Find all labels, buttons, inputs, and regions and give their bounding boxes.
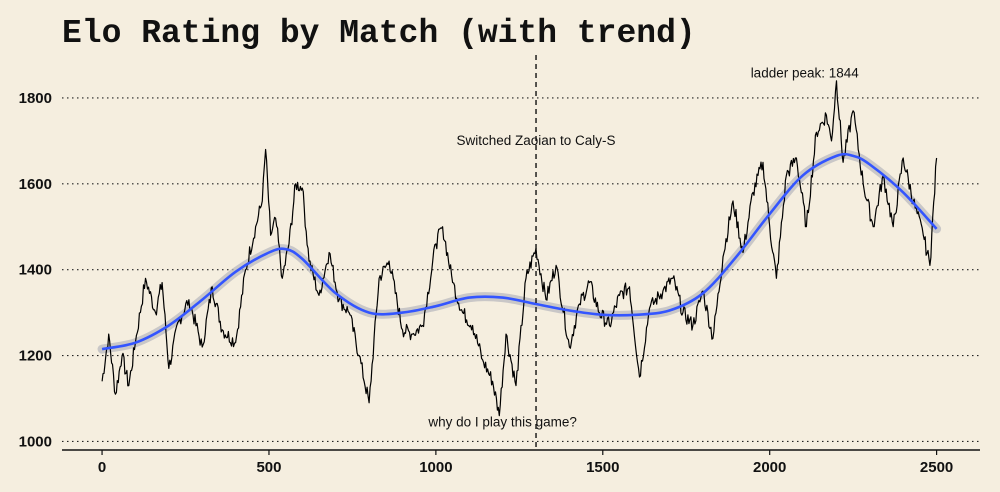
x-tick-label: 1000 — [419, 459, 452, 476]
y-tick-label: 1800 — [19, 90, 52, 107]
rating-line — [101, 80, 938, 417]
grid — [62, 97, 980, 443]
rating-line-group — [101, 80, 938, 417]
y-tick-label: 1600 — [19, 176, 52, 193]
x-tick-label: 500 — [256, 459, 281, 476]
annotation: why do I play this game? — [427, 414, 577, 429]
trend-line-group — [101, 152, 938, 351]
x-tick-label: 0 — [98, 459, 106, 476]
x-axis: 0 500 1000 1500 2000 2500 — [62, 449, 980, 476]
y-tick-label: 1200 — [19, 348, 52, 365]
trend-line — [101, 152, 938, 351]
y-tick-label: 1400 — [19, 262, 52, 279]
annotation: ladder peak: 1844 — [751, 65, 860, 80]
annotations: ladder peak: 1844 Switched Zaoian to Caly… — [427, 65, 859, 429]
chart-title: Elo Rating by Match (with trend) — [62, 15, 696, 52]
y-axis: 1000 1200 1400 1600 1800 — [19, 90, 52, 450]
annotation: Switched Zaoian to Caly-S — [456, 133, 615, 148]
y-tick-label: 1000 — [19, 433, 52, 450]
x-tick-label: 2000 — [753, 459, 786, 476]
x-tick-label: 1500 — [586, 459, 619, 476]
x-tick-label: 2500 — [920, 459, 953, 476]
